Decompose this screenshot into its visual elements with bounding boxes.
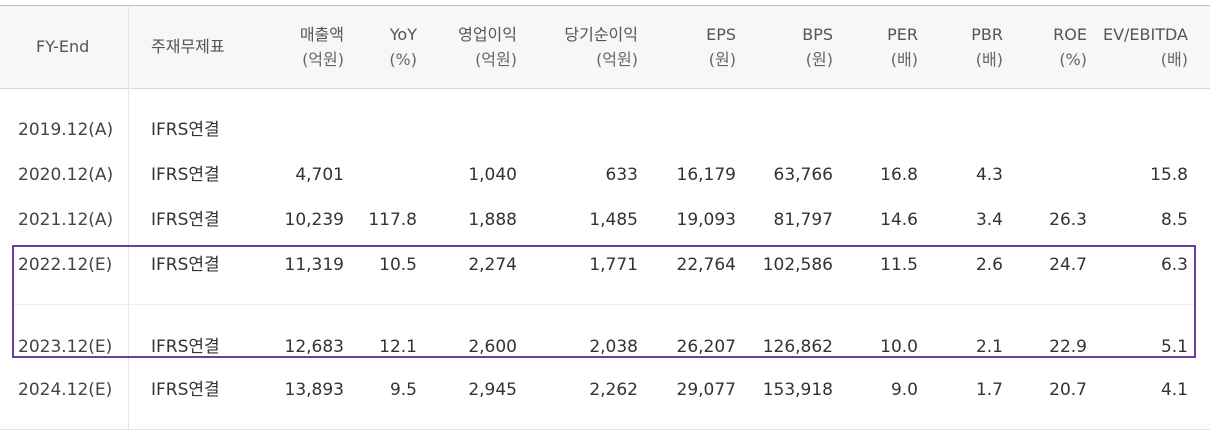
- row-divider: [14, 304, 1194, 305]
- ev-ebitda-cell: 15.8: [1150, 165, 1188, 185]
- table-row: 2024.12(E) IFRS연결 13,893 9.5 2,945 2,262…: [0, 375, 1210, 405]
- header-pbr: PBR (배): [971, 25, 1003, 69]
- pbr-cell: 2.1: [975, 337, 1003, 357]
- header-main-statement: 주재무제표: [151, 37, 225, 56]
- sales-cell: 4,701: [295, 165, 344, 185]
- net-income-cell: 2,038: [589, 337, 638, 357]
- first-column-divider: [128, 6, 129, 430]
- pbr-cell: 3.4: [975, 210, 1003, 230]
- per-cell: 16.8: [880, 165, 918, 185]
- operating-profit-cell: 1,888: [468, 210, 517, 230]
- header-bps: BPS (원): [802, 25, 833, 69]
- table-row: 2021.12(A) IFRS연결 10,239 117.8 1,888 1,4…: [0, 205, 1210, 235]
- operating-profit-cell: 2,600: [468, 337, 517, 357]
- yoy-cell: 12.1: [379, 337, 417, 357]
- operating-profit-cell: 1,040: [468, 165, 517, 185]
- header-net-income: 당기순이익 (억원): [564, 25, 638, 69]
- fy-end-cell: 2020.12(A): [18, 165, 114, 185]
- bps-cell: 126,862: [762, 337, 833, 357]
- sales-cell: 12,683: [284, 337, 344, 357]
- yoy-cell: 9.5: [389, 380, 417, 400]
- header-yoy: YoY (%): [389, 25, 417, 69]
- bps-cell: 102,586: [762, 255, 833, 275]
- pbr-cell: 2.6: [975, 255, 1003, 275]
- sales-cell: 13,893: [284, 380, 344, 400]
- table-bottom-border: [0, 429, 1210, 430]
- statement-cell: IFRS연결: [151, 165, 220, 185]
- per-cell: 10.0: [880, 337, 918, 357]
- roe-cell: 24.7: [1049, 255, 1087, 275]
- header-fy-end: FY-End: [36, 37, 90, 56]
- ev-ebitda-cell: 8.5: [1160, 210, 1188, 230]
- table-row: 2020.12(A) IFRS연결 4,701 1,040 633 16,179…: [0, 160, 1210, 190]
- roe-cell: 22.9: [1049, 337, 1087, 357]
- statement-cell: IFRS연결: [151, 120, 220, 140]
- fy-end-cell: 2023.12(E): [18, 337, 113, 357]
- statement-cell: IFRS연결: [151, 337, 220, 357]
- fy-end-cell: 2021.12(A): [18, 210, 114, 230]
- net-income-cell: 2,262: [589, 380, 638, 400]
- bps-cell: 153,918: [762, 380, 833, 400]
- table-row: 2019.12(A) IFRS연결: [0, 115, 1210, 145]
- fy-end-cell: 2022.12(E): [18, 255, 113, 275]
- fy-end-cell: 2019.12(A): [18, 120, 114, 140]
- statement-cell: IFRS연결: [151, 255, 220, 275]
- pbr-cell: 4.3: [975, 165, 1003, 185]
- estimate-highlight-box: [12, 245, 1196, 358]
- sales-cell: 11,319: [284, 255, 344, 275]
- pbr-cell: 1.7: [975, 380, 1003, 400]
- header-divider: [0, 88, 1210, 89]
- header-sales: 매출액 (억원): [299, 25, 344, 69]
- header-ev-ebitda: EV/EBITDA (배): [1102, 25, 1188, 69]
- eps-cell: 19,093: [676, 210, 736, 230]
- eps-cell: 26,207: [676, 337, 736, 357]
- table-row: 2023.12(E) IFRS연결 12,683 12.1 2,600 2,03…: [0, 332, 1210, 362]
- statement-cell: IFRS연결: [151, 210, 220, 230]
- roe-cell: 26.3: [1049, 210, 1087, 230]
- per-cell: 14.6: [880, 210, 918, 230]
- statement-cell: IFRS연결: [151, 380, 220, 400]
- eps-cell: 29,077: [676, 380, 736, 400]
- yoy-cell: 117.8: [368, 210, 417, 230]
- ev-ebitda-cell: 4.1: [1160, 380, 1188, 400]
- per-cell: 11.5: [880, 255, 918, 275]
- operating-profit-cell: 2,945: [468, 380, 517, 400]
- header-operating-profit: 영업이익 (억원): [458, 25, 517, 69]
- header-eps: EPS (원): [706, 25, 736, 69]
- roe-cell: 20.7: [1049, 380, 1087, 400]
- net-income-cell: 1,771: [589, 255, 638, 275]
- table-row: 2022.12(E) IFRS연결 11,319 10.5 2,274 1,77…: [0, 250, 1210, 280]
- table-header: [0, 6, 1210, 88]
- net-income-cell: 633: [605, 165, 638, 185]
- eps-cell: 16,179: [676, 165, 736, 185]
- header-per: PER (배): [887, 25, 918, 69]
- fy-end-cell: 2024.12(E): [18, 380, 113, 400]
- eps-cell: 22,764: [676, 255, 736, 275]
- header-roe: ROE (%): [1053, 25, 1087, 69]
- bps-cell: 63,766: [773, 165, 833, 185]
- bps-cell: 81,797: [773, 210, 833, 230]
- operating-profit-cell: 2,274: [468, 255, 517, 275]
- per-cell: 9.0: [890, 380, 918, 400]
- sales-cell: 10,239: [284, 210, 344, 230]
- ev-ebitda-cell: 5.1: [1160, 337, 1188, 357]
- table-top-border: [0, 5, 1210, 6]
- yoy-cell: 10.5: [379, 255, 417, 275]
- net-income-cell: 1,485: [589, 210, 638, 230]
- ev-ebitda-cell: 6.3: [1160, 255, 1188, 275]
